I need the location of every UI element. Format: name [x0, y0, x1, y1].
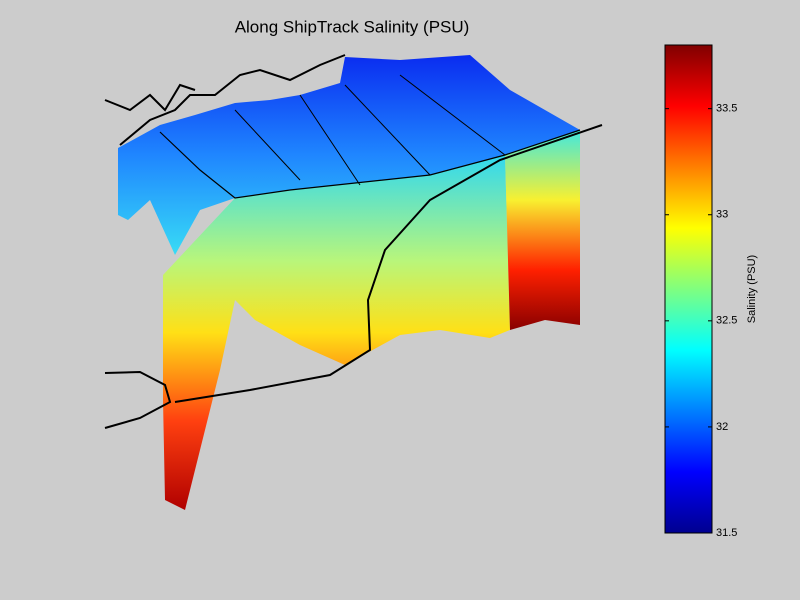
ridge-line — [299, 94, 361, 186]
colorbar-tick-label: 31.5 — [716, 527, 737, 539]
colorbar-tick-label: 32 — [716, 421, 728, 433]
surface-right — [505, 130, 580, 330]
ridge-line — [399, 74, 506, 156]
surface-back — [118, 55, 580, 255]
surface — [104, 54, 603, 510]
colorbar-tick-label: 32.5 — [716, 315, 737, 327]
ridge-line — [234, 109, 301, 181]
ridge-line — [344, 84, 431, 176]
colorbar-tick-label: 33 — [716, 209, 728, 221]
colorbar — [664, 44, 713, 534]
chart-title: Along ShipTrack Salinity (PSU) — [235, 17, 470, 36]
coastline — [104, 54, 346, 429]
surface-front — [163, 155, 510, 510]
colorbar-label: Salinity (PSU) — [746, 255, 758, 323]
colorbar-tick-label: 33.5 — [716, 103, 737, 115]
ship-track — [174, 124, 603, 403]
